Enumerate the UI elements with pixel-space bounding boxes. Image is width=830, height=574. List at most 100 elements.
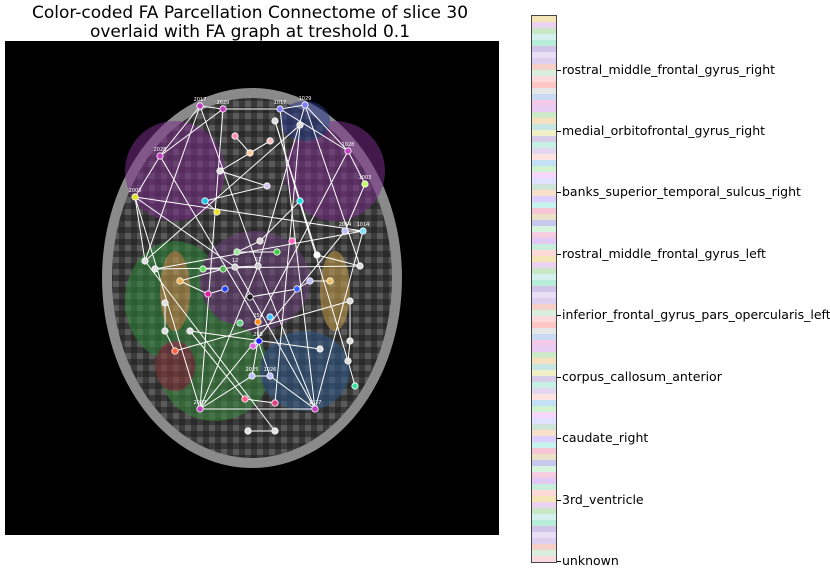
colorbar-tick	[557, 192, 561, 193]
colorbar-stripe	[532, 46, 556, 52]
graph-node	[271, 427, 279, 435]
graph-node-label: 2003	[129, 188, 142, 194]
graph-edge	[144, 124, 301, 262]
colorbar-stripe	[532, 274, 556, 280]
graph-node	[356, 262, 364, 270]
graph-edge	[279, 104, 306, 110]
graph-edge	[179, 280, 209, 295]
colorbar-stripe	[532, 178, 556, 184]
colorbar-stripe	[532, 364, 556, 370]
colorbar-stripe	[532, 118, 556, 124]
colorbar-stripe	[532, 232, 556, 238]
graph-node-label: 2017	[194, 97, 207, 103]
graph-node	[266, 313, 274, 321]
colorbar-stripe	[532, 514, 556, 520]
figure-title-line-2: overlaid with FA graph at treshold 0.1	[89, 22, 411, 42]
colorbar-label-7: 3rd_ventricle	[562, 492, 644, 507]
graph-node	[219, 265, 227, 273]
graph-node	[288, 237, 296, 245]
graph-node	[171, 347, 179, 355]
graph-edge	[174, 300, 351, 352]
graph-node-label: 2029	[217, 100, 230, 106]
graph-node	[306, 277, 314, 285]
colorbar-stripe	[532, 154, 556, 160]
graph-node	[271, 399, 279, 407]
graph-edge	[199, 105, 259, 267]
graph-edge	[164, 330, 176, 352]
graph-edge	[234, 265, 259, 268]
colorbar-stripe	[532, 94, 556, 100]
graph-node	[236, 319, 244, 327]
graph-node	[313, 251, 321, 259]
graph-node-label: 2027	[194, 400, 207, 406]
colorbar-stripe	[532, 424, 556, 430]
colorbar-stripe	[532, 352, 556, 358]
colorbar-stripe	[532, 28, 556, 34]
colorbar-label-5: corpus_callosum_anterior	[562, 369, 722, 384]
colorbar-stripe	[532, 136, 556, 142]
colorbar-tick	[557, 561, 561, 562]
graph-node	[273, 248, 281, 256]
colorbar-stripe	[532, 484, 556, 490]
graph-node-label: 2028	[154, 147, 167, 153]
colorbar-stripe	[532, 394, 556, 400]
colorbar-stripe	[532, 196, 556, 202]
graph-node	[249, 342, 257, 350]
graph-edge	[159, 105, 201, 157]
colorbar-stripe	[532, 322, 556, 328]
graph-node	[161, 327, 169, 335]
colorbar-tick	[557, 70, 561, 71]
graph-edge	[219, 140, 271, 172]
graph-node-label: 1026	[264, 367, 277, 373]
graph-node	[216, 167, 224, 175]
graph-node	[201, 197, 209, 205]
brain-image-panel: 2017 2029 1017 1029 2028 1028 2003 1003 2014 1014…	[5, 41, 499, 535]
graph-node	[266, 372, 274, 380]
figure-title-line-1: Color-coded FA Parcellation Connectome o…	[31, 3, 469, 23]
graph-node	[244, 427, 252, 435]
graph-edge	[274, 120, 349, 362]
graph-edge	[134, 196, 364, 232]
graph-edge	[159, 108, 224, 157]
graph-edge	[274, 124, 301, 404]
graph-edge	[189, 330, 246, 400]
colorbar-tick	[557, 131, 561, 132]
graph-node	[271, 117, 279, 125]
colorbar-stripe	[532, 376, 556, 382]
graph-node	[186, 327, 194, 335]
colorbar-stripe	[532, 298, 556, 304]
colorbar-stripe	[532, 148, 556, 154]
colorbar-stripe	[532, 100, 556, 106]
colorbar-stripe	[532, 562, 556, 563]
colorbar-label-6: caudate_right	[562, 430, 649, 445]
colorbar-stripe	[532, 508, 556, 514]
graph-node	[221, 285, 229, 293]
graph-node-label: 254	[253, 313, 263, 319]
colorbar-stripe	[532, 172, 556, 178]
graph-node	[276, 105, 284, 113]
graph-node-label: 255	[253, 332, 263, 338]
colorbar-stripe	[532, 388, 556, 394]
graph-node	[344, 147, 352, 155]
graph-node	[293, 285, 301, 293]
graph-node	[204, 290, 212, 298]
graph-edge	[344, 183, 366, 232]
graph-node-label: 1027	[309, 400, 322, 406]
colorbar-stripe	[532, 34, 556, 40]
colorbar-stripe	[532, 520, 556, 526]
colorbar-stripe	[532, 238, 556, 244]
colorbar-stripe	[532, 358, 556, 364]
colorbar-stripe	[532, 448, 556, 454]
colorbar-stripe	[532, 454, 556, 460]
colorbar-stripe	[532, 226, 556, 232]
graph-node	[213, 208, 221, 216]
graph-node	[241, 395, 249, 403]
colorbar-label-1: medial_orbitofrontal_gyrus_right	[562, 123, 766, 138]
colorbar-stripe	[532, 292, 556, 298]
graph-node	[316, 345, 324, 353]
colorbar-stripe	[532, 40, 556, 46]
colorbar-stripe	[532, 370, 556, 376]
graph-node-label: 1029	[299, 96, 312, 102]
colorbar-stripe	[532, 550, 556, 556]
colorbar-stripe	[532, 304, 556, 310]
